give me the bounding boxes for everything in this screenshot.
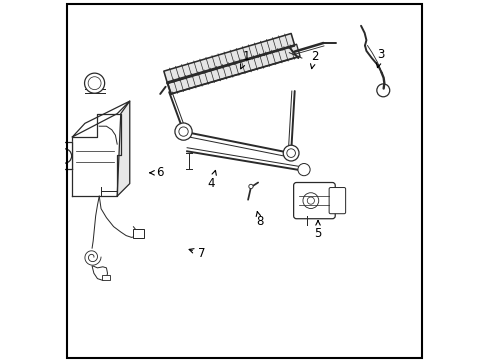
Circle shape xyxy=(175,123,192,140)
Polygon shape xyxy=(117,101,129,196)
Polygon shape xyxy=(61,142,72,169)
Text: 1: 1 xyxy=(240,50,249,69)
Circle shape xyxy=(57,149,72,163)
FancyBboxPatch shape xyxy=(328,188,345,214)
Polygon shape xyxy=(163,33,294,83)
Circle shape xyxy=(248,184,253,189)
Text: 5: 5 xyxy=(314,221,321,240)
FancyBboxPatch shape xyxy=(102,275,110,280)
Circle shape xyxy=(84,73,104,93)
Circle shape xyxy=(297,163,309,176)
Polygon shape xyxy=(72,114,121,196)
Circle shape xyxy=(283,145,298,161)
Polygon shape xyxy=(72,101,129,137)
Text: 7: 7 xyxy=(189,247,205,260)
Text: 2: 2 xyxy=(310,50,318,69)
Text: 4: 4 xyxy=(207,170,216,190)
Polygon shape xyxy=(167,44,300,94)
Text: 3: 3 xyxy=(376,48,384,68)
FancyBboxPatch shape xyxy=(293,183,335,219)
Text: 6: 6 xyxy=(150,166,163,179)
Text: 8: 8 xyxy=(255,212,263,228)
FancyBboxPatch shape xyxy=(133,229,144,238)
